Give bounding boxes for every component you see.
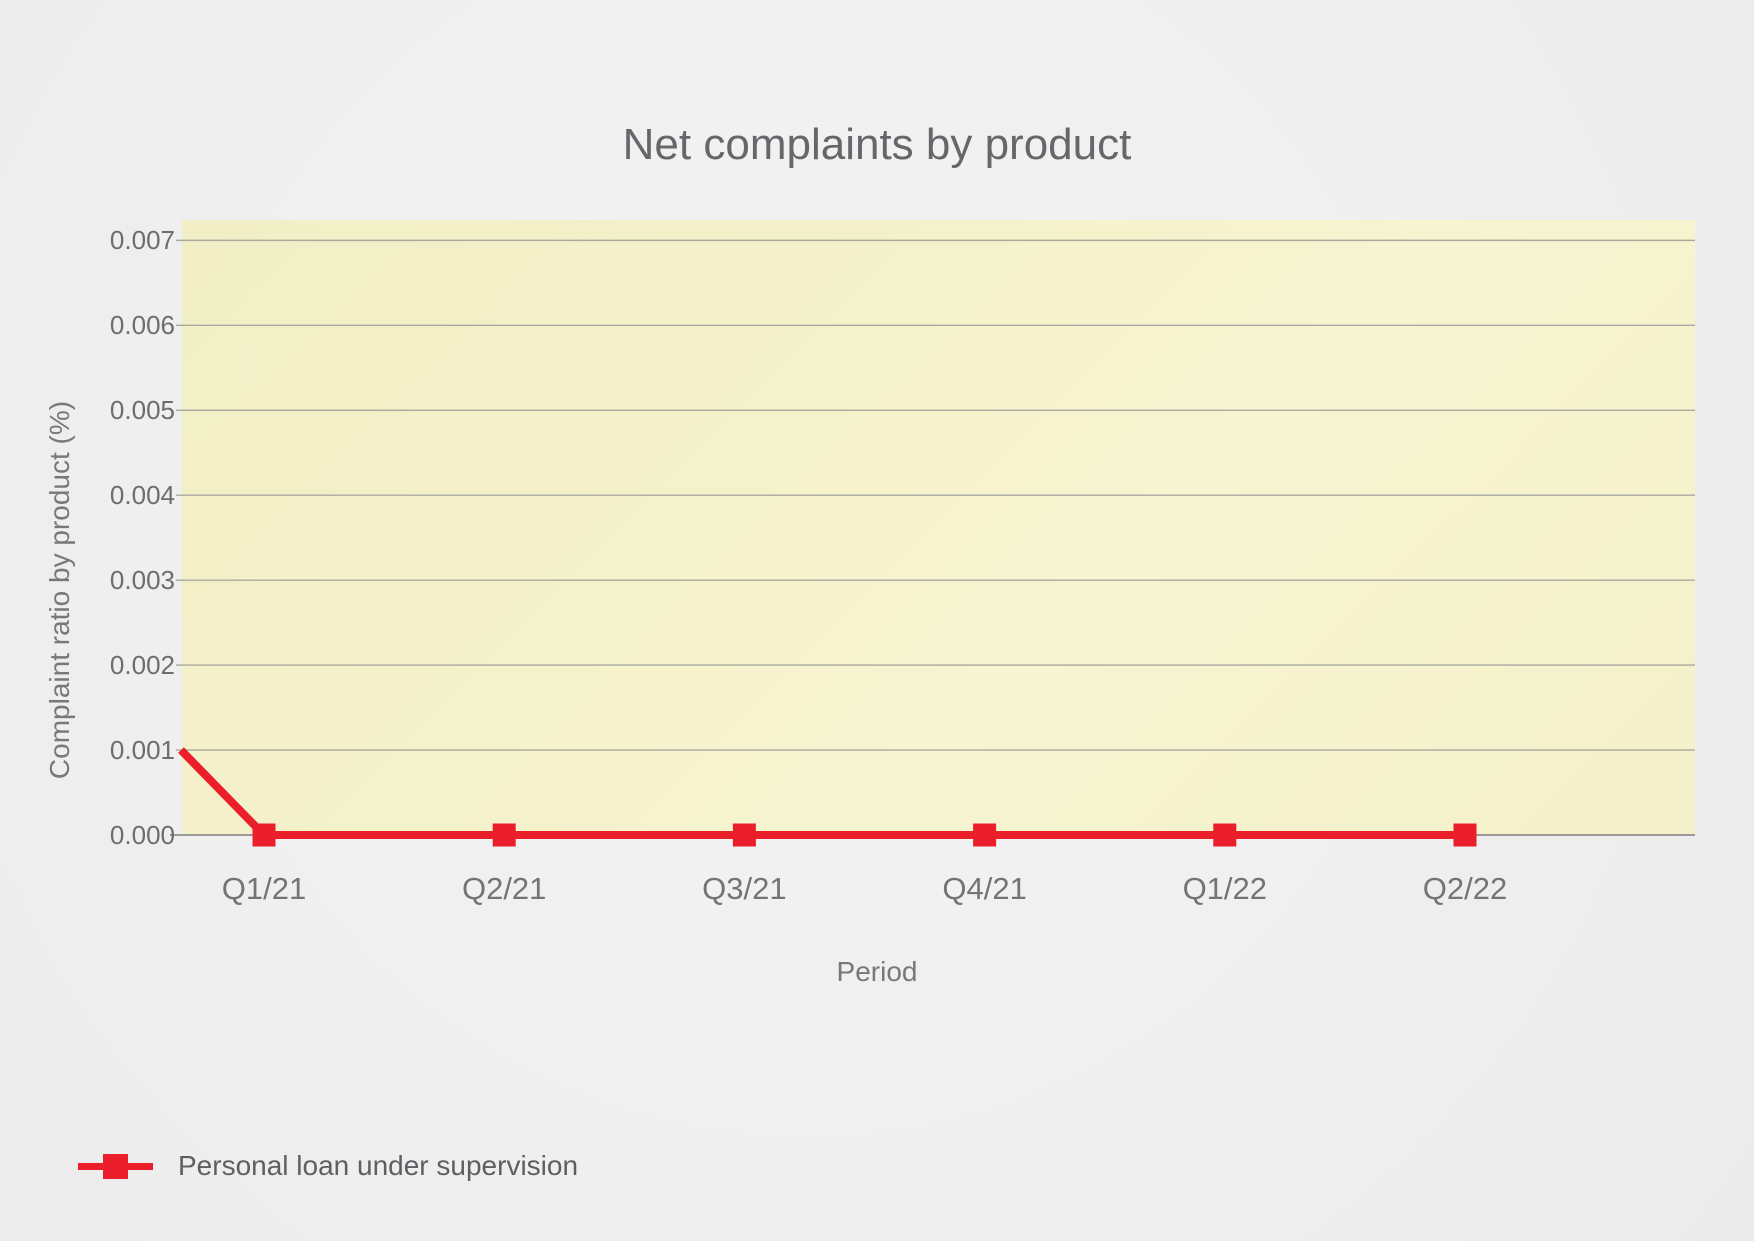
y-tick-label: 0.000 [109, 820, 175, 850]
y-tick-label: 0.003 [109, 565, 175, 596]
x-tick-label: Q2/22 [1422, 871, 1508, 906]
x-tick-label: Q2/21 [461, 871, 547, 906]
y-tick-label: 0.005 [109, 395, 175, 426]
x-tick-label: Q3/21 [702, 871, 787, 906]
x-tick-label: Q1/21 [221, 871, 307, 906]
chart-title: Net complaints by product [622, 120, 1132, 169]
x-axis-title: Period [836, 956, 918, 987]
y-tick-label: 0.001 [109, 735, 175, 766]
y-tick-label: 0.007 [109, 225, 175, 256]
plot-area [182, 220, 1695, 835]
legend-item-personal-loan[interactable]: Personal loan under supervision [78, 1148, 578, 1184]
legend: Personal loan under supervision [78, 1148, 578, 1184]
y-tick-label: 0.002 [109, 650, 175, 681]
legend-square-swatch [103, 1153, 128, 1179]
x-tick-label: Q4/21 [942, 871, 1027, 906]
y-tick-label: 0.004 [109, 480, 175, 511]
x-tick-label: Q1/22 [1182, 871, 1268, 906]
y-axis-title: Complaint ratio by product (%) [44, 400, 75, 780]
y-tick-label: 0.006 [109, 310, 175, 341]
series-line-marker-icon [78, 1148, 153, 1184]
legend-item-label: Personal loan under supervision [178, 1150, 579, 1181]
